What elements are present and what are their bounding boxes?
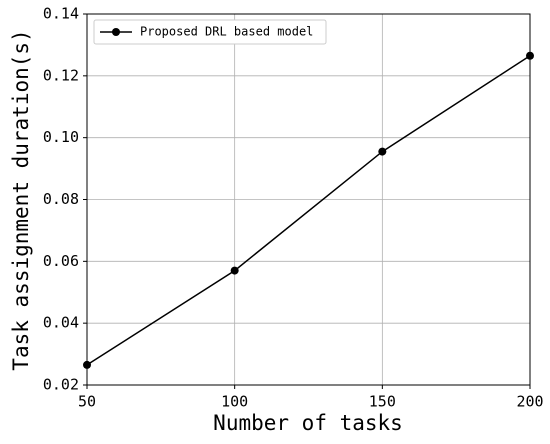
data-point	[83, 360, 91, 369]
y-tick-label: 0.04	[43, 314, 79, 332]
legend-marker	[112, 28, 120, 36]
x-axis-label: Number of tasks	[213, 411, 403, 435]
y-axis-label: Task assignment duration(s)	[9, 29, 33, 370]
y-tick-label: 0.10	[43, 128, 79, 146]
data-point	[526, 51, 534, 60]
x-tick-label: 150	[369, 393, 396, 411]
y-tick-label: 0.02	[43, 376, 79, 394]
y-tick-label: 0.14	[43, 5, 79, 23]
legend-label: Proposed DRL based model	[140, 25, 313, 39]
legend: Proposed DRL based model	[93, 19, 327, 45]
data-line	[86, 55, 531, 366]
x-tick-label: 100	[221, 393, 248, 411]
data-point	[378, 147, 387, 156]
y-tick-label: 0.12	[43, 66, 79, 84]
plot-frame	[86, 13, 531, 386]
y-tick-label: 0.06	[43, 252, 79, 270]
y-tick-label: 0.08	[43, 190, 79, 208]
x-tick-label: 200	[516, 393, 543, 411]
legend-box	[93, 19, 327, 45]
x-tick-label: 50	[78, 393, 96, 411]
data-point	[230, 266, 239, 275]
